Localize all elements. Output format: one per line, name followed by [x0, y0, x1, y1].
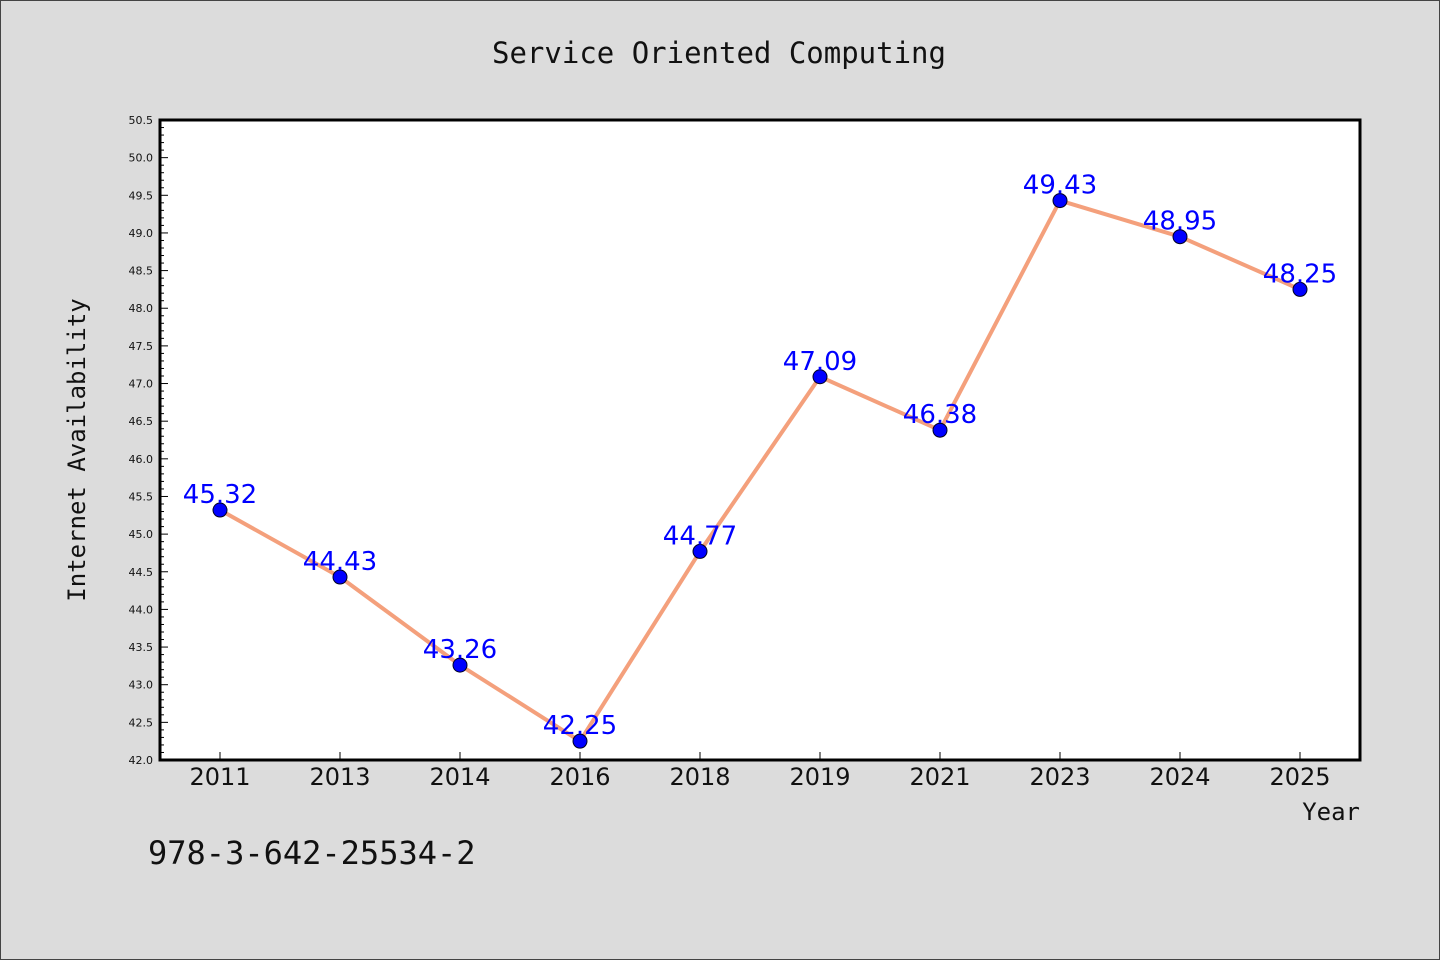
x-tick-label: 2019: [789, 763, 850, 791]
data-point: [812, 369, 828, 385]
y-tick-label: 46.5: [129, 415, 154, 428]
data-label: 43.26: [423, 635, 497, 665]
data-label: 49.43: [1023, 171, 1097, 201]
x-axis-label: Year: [1302, 798, 1360, 826]
y-tick-label: 45.5: [129, 490, 154, 503]
data-label: 42.25: [543, 711, 617, 741]
footer-isbn: 978-3-642-25534-2: [148, 834, 476, 872]
data-point: [572, 733, 588, 749]
chart-title: Service Oriented Computing: [492, 36, 946, 70]
series-line: [219, 198, 1301, 744]
data-label: 48.95: [1143, 207, 1217, 237]
y-tick-label: 45.0: [129, 528, 154, 541]
y-axis-label: Internet Availability: [63, 298, 91, 601]
x-axis: 2011 2013 2014 2016 2018 2019 2021 2023 2024 2025: [189, 752, 1331, 791]
y-tick-label: 44.5: [129, 566, 154, 579]
data-label: 44.77: [663, 521, 737, 551]
y-tick-label: 50.5: [129, 114, 154, 127]
data-point: [1052, 193, 1068, 209]
data-point: [692, 543, 708, 559]
y-tick-label: 47.5: [129, 340, 154, 353]
y-tick-label: 49.0: [129, 227, 154, 240]
data-point: [452, 657, 468, 673]
y-tick-label: 48.0: [129, 302, 154, 315]
data-label: 44.43: [303, 547, 377, 577]
y-axis: 42.0 42.5 43.0 43.5 44.0 44.5 45.0 45.5 46.0 46.5…: [129, 114, 168, 767]
y-tick-label: 48.5: [129, 265, 154, 278]
data-point: [332, 569, 348, 585]
data-point: [212, 502, 228, 518]
plot-area: [158, 118, 1362, 762]
x-tick-label: 2021: [909, 763, 970, 791]
y-tick-label: 44.0: [129, 603, 154, 616]
x-tick-label: 2014: [429, 763, 490, 791]
y-tick-label: 43.0: [129, 679, 154, 692]
x-tick-label: 2011: [189, 763, 250, 791]
series-line-group: [219, 198, 1301, 744]
y-tick-label: 50.0: [129, 152, 154, 165]
data-point: [1172, 229, 1188, 245]
x-tick-label: 2016: [549, 763, 610, 791]
markers-group: [212, 193, 1308, 749]
y-tick-label: 47.0: [129, 378, 154, 391]
data-point: [1292, 281, 1308, 297]
x-tick-label: 2013: [309, 763, 370, 791]
y-tick-label: 43.5: [129, 641, 154, 654]
data-labels-group: 45.32 44.43 43.26 42.25 44.77 47.09 46.38 49.43…: [183, 171, 1337, 742]
y-tick-label: 49.5: [129, 189, 154, 202]
y-tick-label: 46.0: [129, 453, 154, 466]
data-label: 47.09: [783, 347, 857, 377]
y-tick-label: 42.5: [129, 716, 154, 729]
x-tick-label: 2024: [1149, 763, 1210, 791]
x-tick-label: 2025: [1269, 763, 1330, 791]
data-point: [932, 422, 948, 438]
x-tick-label: 2018: [669, 763, 730, 791]
data-label: 45.32: [183, 480, 257, 510]
x-tick-label: 2023: [1029, 763, 1090, 791]
data-label: 46.38: [903, 400, 977, 430]
y-tick-label: 42.0: [129, 754, 154, 767]
data-label: 48.25: [1263, 259, 1337, 289]
